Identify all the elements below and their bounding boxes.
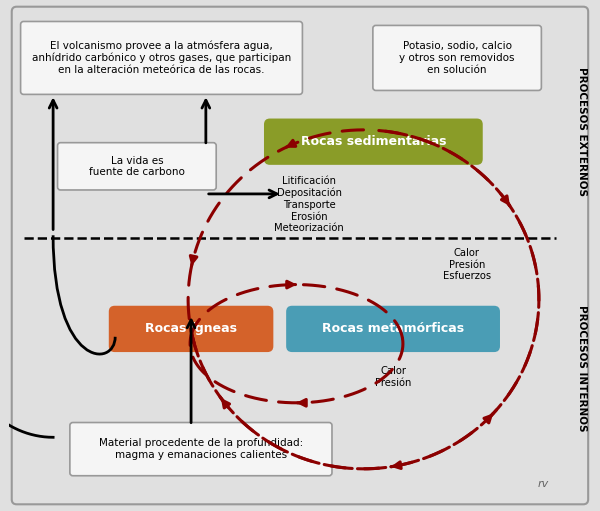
Text: Rocas metamórficas: Rocas metamórficas (322, 322, 464, 335)
Text: PROCESOS EXTERNOS: PROCESOS EXTERNOS (577, 67, 587, 196)
Text: La vida es
fuente de carbono: La vida es fuente de carbono (89, 155, 185, 177)
FancyBboxPatch shape (373, 26, 541, 90)
Text: Material procedente de la profundidad:
magma y emanaciones calientes: Material procedente de la profundidad: m… (99, 438, 303, 460)
FancyBboxPatch shape (286, 306, 500, 352)
Text: El volcanismo provee a la atmósfera agua,
anhídrido carbónico y otros gases, que: El volcanismo provee a la atmósfera agua… (32, 41, 291, 75)
Text: Calor
Presión
Esfuerzos: Calor Presión Esfuerzos (443, 248, 491, 282)
Text: Potasio, sodio, calcio
y otros son removidos
en solución: Potasio, sodio, calcio y otros son remov… (400, 41, 515, 75)
FancyBboxPatch shape (109, 306, 274, 352)
FancyBboxPatch shape (12, 7, 588, 504)
Text: PROCESOS INTERNOS: PROCESOS INTERNOS (577, 305, 587, 432)
FancyBboxPatch shape (264, 119, 483, 165)
Text: rv: rv (538, 478, 549, 489)
FancyBboxPatch shape (20, 21, 302, 95)
Text: Litificación
Depositación
Transporte
Erosión
Meteorización: Litificación Depositación Transporte Ero… (274, 176, 344, 233)
FancyBboxPatch shape (70, 423, 332, 476)
FancyBboxPatch shape (58, 143, 216, 190)
Text: Calor
Presión: Calor Presión (375, 366, 411, 388)
Text: Rocas ígneas: Rocas ígneas (145, 322, 237, 335)
Text: Rocas sedimentarias: Rocas sedimentarias (301, 135, 446, 148)
